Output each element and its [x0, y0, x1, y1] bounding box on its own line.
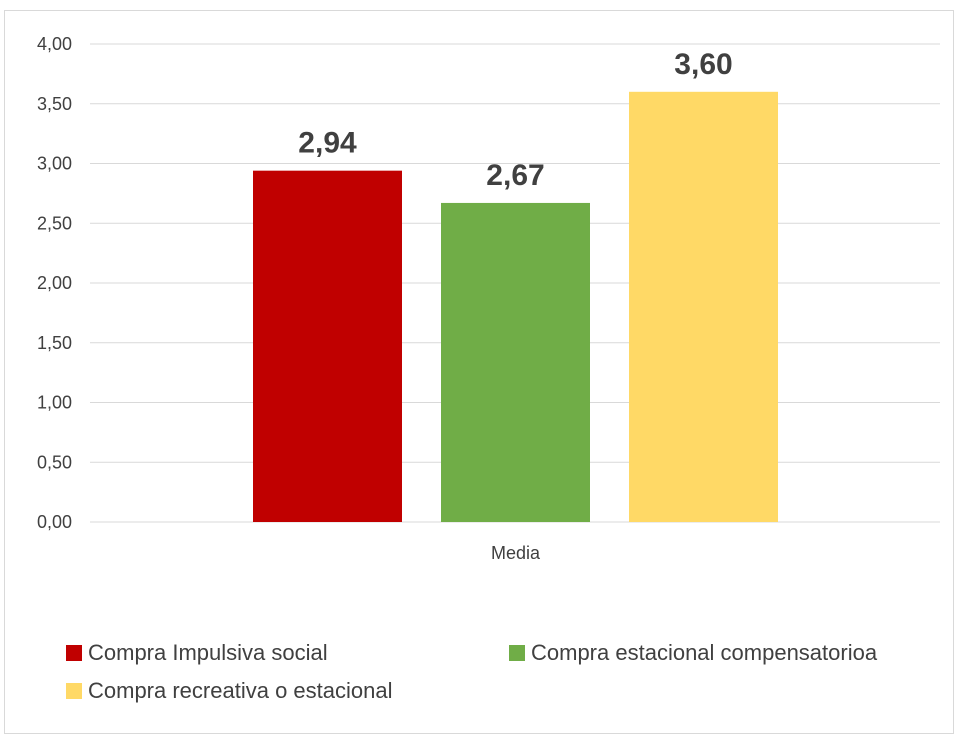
- y-tick-label: 0,50: [37, 452, 72, 472]
- legend-label: Compra estacional compensatorioa: [531, 640, 878, 665]
- bar: [441, 202, 590, 522]
- legend-item-compensatoria: Compra estacional compensatorioa: [509, 640, 877, 666]
- y-tick-label: 1,00: [37, 393, 72, 413]
- data-label: 3,60: [674, 48, 732, 81]
- legend-swatch: [509, 645, 525, 661]
- y-tick-label: 2,00: [37, 273, 72, 293]
- legend-swatch: [66, 683, 82, 699]
- category-label: Media: [491, 543, 541, 563]
- y-tick-label: 4,00: [37, 34, 72, 54]
- legend-label: Compra Impulsiva social: [88, 640, 328, 665]
- y-tick-label: 1,50: [37, 333, 72, 353]
- y-tick-label: 3,50: [37, 94, 72, 114]
- category-labels: Media: [491, 543, 541, 563]
- bar: [253, 170, 402, 523]
- legend-swatch: [66, 645, 82, 661]
- y-tick-label: 2,50: [37, 213, 72, 233]
- legend-item-recreativa: Compra recreativa o estacional: [66, 678, 392, 704]
- data-label: 2,94: [298, 127, 357, 160]
- y-axis-tick-labels: 0,00 0,50 1,00 1,50 2,00 2,50 3,00 3,50 4,00: [37, 34, 72, 532]
- bar: [629, 91, 778, 523]
- data-labels: 2,94 2,67 3,60: [298, 48, 732, 192]
- y-tick-label: 0,00: [37, 512, 72, 532]
- y-tick-label: 3,00: [37, 154, 72, 174]
- data-label: 2,67: [486, 159, 544, 192]
- legend-item-impulsiva: Compra Impulsiva social: [66, 640, 328, 666]
- legend-label: Compra recreativa o estacional: [88, 678, 393, 703]
- bars: [253, 91, 778, 523]
